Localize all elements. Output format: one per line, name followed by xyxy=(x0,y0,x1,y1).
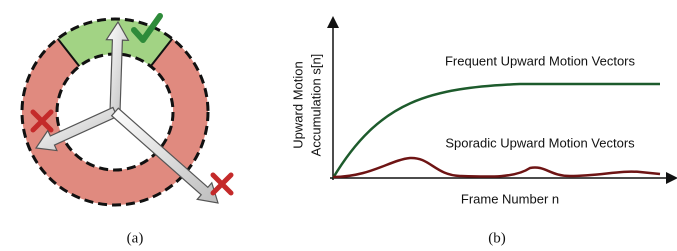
reject-mark xyxy=(213,175,231,193)
y-axis-label: Accumulation s[n] xyxy=(308,54,323,157)
frequent-curve xyxy=(333,84,660,178)
panel-b: Upward Motion Accumulation s[n] Frame Nu… xyxy=(290,22,672,206)
panel-a xyxy=(22,16,231,205)
sporadic-curve xyxy=(333,158,660,177)
x-axis-label: Frame Number n xyxy=(461,191,559,206)
caption: (a) xyxy=(127,230,144,246)
y-axis-label: Upward Motion xyxy=(290,61,305,148)
caption: (b) xyxy=(488,230,506,246)
figure: Upward Motion Accumulation s[n] Frame Nu… xyxy=(0,0,677,251)
curve-label: Frequent Upward Motion Vectors xyxy=(445,53,636,68)
curve-label: Sporadic Upward Motion Vectors xyxy=(445,135,635,150)
